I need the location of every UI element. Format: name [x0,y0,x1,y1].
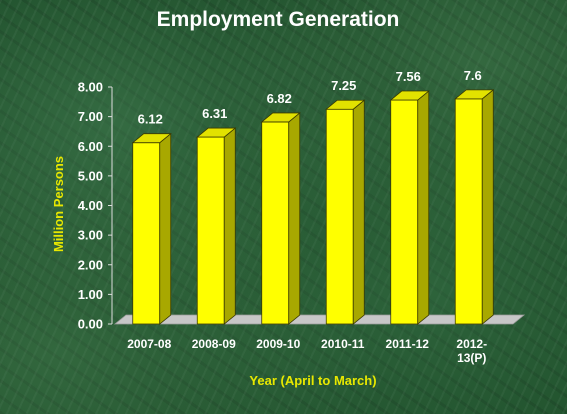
data-label: 7.56 [396,69,421,84]
chart-title: Employment Generation [157,8,400,31]
bar [325,99,366,325]
bar-side [417,90,430,325]
category-label: 2012-13(P) [456,337,487,365]
bar-side [159,132,172,325]
bar [454,89,495,325]
category-label: 2009-10 [256,337,300,351]
y-tick-label: 1.00 [78,287,103,302]
category-label: 2010-11 [321,337,365,351]
bar-top [454,89,495,100]
bar-top [131,133,172,144]
y-axis-title: Million Persons [51,156,66,252]
y-tick-label: 2.00 [78,257,103,272]
labels-layer: 6.12 2007-08 6.31 2008-09 6.82 2009-10 7.25 201… [127,68,487,365]
bar [196,127,237,325]
data-label: 6.82 [267,91,292,106]
y-tick-label: 0.00 [78,317,103,332]
data-label: 6.12 [138,112,163,127]
y-tick-label: 3.00 [78,228,103,243]
bar-side [223,127,236,325]
bar-side [352,99,365,325]
bar-front [390,99,419,325]
bar-front [132,142,161,325]
y-tick-label: 7.00 [78,109,103,124]
bar-top [389,90,430,101]
category-label: 2008-09 [192,337,236,351]
bar [389,90,430,325]
y-tick-label: 8.00 [78,80,103,95]
bar-front [325,108,354,325]
bar-top [260,112,301,123]
bars-layer [131,89,495,325]
bar-front [454,98,483,325]
y-tick-label: 4.00 [78,198,103,213]
bar [260,112,301,325]
data-label: 7.25 [331,78,356,93]
bar-side [481,89,494,325]
bar-side [288,112,301,325]
y-tick-label: 5.00 [78,168,103,183]
category-label: 2007-08 [127,337,171,351]
y-tick-label: 6.00 [78,139,103,154]
bar-top [325,99,366,110]
bar-front [261,121,290,325]
x-axis-title: Year (April to March) [249,373,376,388]
bar [131,132,172,325]
bar-top [196,127,237,138]
category-label: 2011-12 [386,337,430,351]
bar-front [196,136,225,325]
data-label: 7.6 [464,68,482,83]
data-label: 6.31 [202,106,227,121]
